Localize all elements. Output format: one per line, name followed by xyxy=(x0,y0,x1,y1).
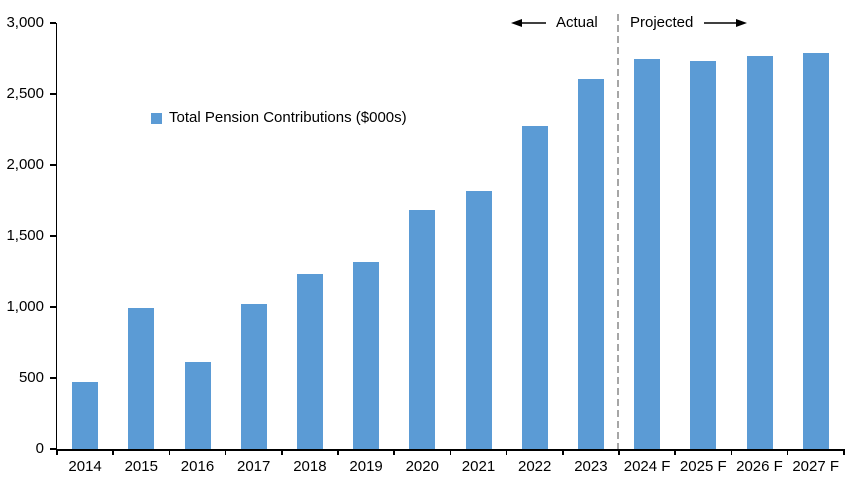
x-tick-label: 2018 xyxy=(293,458,327,475)
x-tick xyxy=(618,449,620,455)
bar-2026-f xyxy=(746,56,773,449)
x-tick-label: 2022 xyxy=(518,458,552,475)
y-tick xyxy=(49,377,56,379)
x-tick xyxy=(224,449,227,455)
bar-2018 xyxy=(296,274,323,449)
y-tick xyxy=(49,306,56,308)
y-tick xyxy=(49,448,56,450)
bar-2022 xyxy=(521,125,548,449)
x-tick xyxy=(168,449,171,455)
y-tick xyxy=(49,164,56,166)
projected-label: Projected xyxy=(630,14,694,31)
x-tick-label: 2026 F xyxy=(736,458,783,475)
x-tick-label: 2023 xyxy=(574,458,608,475)
x-tick xyxy=(112,449,114,455)
bar-2014 xyxy=(72,382,99,449)
right-arrow-icon xyxy=(704,19,747,27)
x-tick-label: 2025 F xyxy=(679,458,727,475)
x-tick xyxy=(674,449,676,455)
actual-label: Actual xyxy=(556,14,598,31)
x-tick xyxy=(281,449,283,455)
bar-2017 xyxy=(240,304,267,449)
y-tick-label: 0 xyxy=(35,440,44,457)
bar-2023 xyxy=(577,79,604,449)
y-tick-label: 1,000 xyxy=(6,298,44,315)
x-tick-label: 2019 xyxy=(349,458,383,475)
y-tick-label: 500 xyxy=(18,369,44,386)
y-tick-label: 1,500 xyxy=(6,227,44,244)
actual-projected-divider xyxy=(617,14,619,449)
y-tick xyxy=(49,93,56,95)
x-tick xyxy=(562,449,564,455)
bar-2019 xyxy=(353,261,380,449)
x-tick-label: 2015 xyxy=(124,458,158,475)
legend-marker-icon xyxy=(151,112,162,124)
x-tick xyxy=(393,449,395,455)
x-tick-label: 2017 xyxy=(237,458,271,475)
x-tick xyxy=(449,449,452,455)
y-tick-label: 2,500 xyxy=(6,85,44,102)
x-tick-label: 2016 xyxy=(180,458,215,475)
bar-2015 xyxy=(128,308,155,449)
x-tick-label: 2020 xyxy=(405,458,439,475)
y-axis-line xyxy=(55,23,57,451)
y-tick xyxy=(49,235,56,237)
x-tick-label: 2021 xyxy=(461,458,496,475)
bar-2016 xyxy=(184,362,211,449)
x-tick-label: 2014 xyxy=(68,458,102,475)
x-tick xyxy=(505,449,508,455)
y-tick xyxy=(49,22,56,24)
bar-2020 xyxy=(409,210,436,449)
bar-2024-f xyxy=(634,59,661,449)
y-tick-label: 3,000 xyxy=(6,14,44,31)
legend: Total Pension Contributions ($000s) xyxy=(151,109,407,127)
left-arrow-icon xyxy=(511,19,546,27)
x-tick xyxy=(56,449,58,455)
legend-label: Total Pension Contributions ($000s) xyxy=(169,109,407,126)
x-tick xyxy=(843,449,845,455)
bar-2021 xyxy=(465,191,492,449)
x-tick xyxy=(337,449,339,455)
x-tick-label: 2027 F xyxy=(792,458,840,475)
bar-2027-f xyxy=(802,52,829,449)
x-tick-label: 2024 F xyxy=(623,458,671,475)
x-tick xyxy=(786,449,789,455)
bar-2025-f xyxy=(690,60,717,449)
x-tick xyxy=(730,449,733,455)
y-tick-label: 2,000 xyxy=(6,156,44,173)
